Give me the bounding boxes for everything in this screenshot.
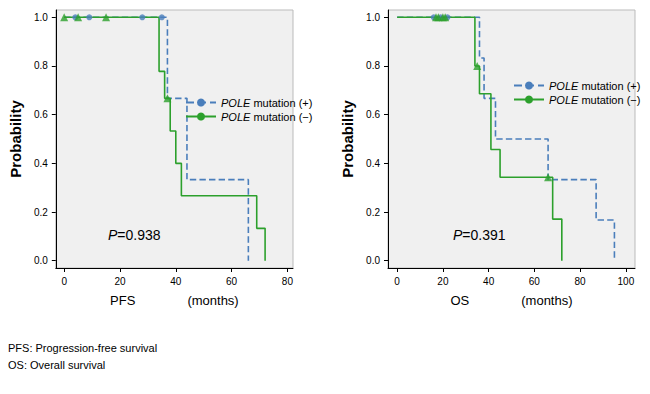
svg-text:P: P (108, 227, 118, 243)
svg-text:POLE: POLE (221, 111, 251, 123)
svg-text:0.6: 0.6 (34, 109, 48, 120)
svg-text:60: 60 (529, 276, 541, 287)
svg-text:mutation (−): mutation (−) (250, 111, 312, 123)
svg-text:mutation (−): mutation (−) (578, 94, 640, 106)
svg-text:0.4: 0.4 (366, 158, 380, 169)
svg-text:0.8: 0.8 (366, 60, 380, 71)
svg-text:OS (months): OS (months) (450, 293, 572, 308)
svg-text:60: 60 (226, 276, 238, 287)
svg-text:40: 40 (483, 276, 495, 287)
svg-text:1.0: 1.0 (366, 12, 380, 23)
svg-text:80: 80 (575, 276, 587, 287)
html-text:OS: Overall survival: OS: Overall survival (8, 359, 106, 371)
svg-text:20: 20 (437, 276, 449, 287)
svg-text:0.0: 0.0 (34, 255, 48, 266)
svg-text:0.2: 0.2 (34, 207, 48, 218)
svg-text:0.6: 0.6 (366, 109, 380, 120)
svg-text:Probability: Probability (339, 100, 356, 178)
svg-text:0.0: 0.0 (366, 255, 380, 266)
svg-text:0.2: 0.2 (366, 207, 380, 218)
svg-text:POLE: POLE (549, 94, 579, 106)
svg-text:0: 0 (61, 276, 67, 287)
svg-text:POLE: POLE (221, 97, 251, 109)
svg-text:40: 40 (170, 276, 182, 287)
svg-text:=0.938: =0.938 (117, 227, 160, 243)
svg-text:POLE: POLE (549, 80, 579, 92)
svg-text:Probability: Probability (7, 100, 24, 178)
svg-text:mutation (+): mutation (+) (578, 80, 640, 92)
svg-text:80: 80 (282, 276, 294, 287)
svg-text:PFS (months): PFS (months) (110, 293, 239, 308)
svg-text:0: 0 (394, 276, 400, 287)
html-text:PFS: Progression-free survival: PFS: Progression-free survival (8, 342, 158, 354)
svg-text:0.8: 0.8 (34, 60, 48, 71)
svg-text:=0.391: =0.391 (462, 227, 505, 243)
svg-text:100: 100 (618, 276, 635, 287)
svg-text:1.0: 1.0 (34, 12, 48, 23)
svg-text:mutation (+): mutation (+) (250, 97, 312, 109)
svg-text:20: 20 (114, 276, 126, 287)
svg-text:P: P (453, 227, 463, 243)
svg-text:0.4: 0.4 (34, 158, 48, 169)
